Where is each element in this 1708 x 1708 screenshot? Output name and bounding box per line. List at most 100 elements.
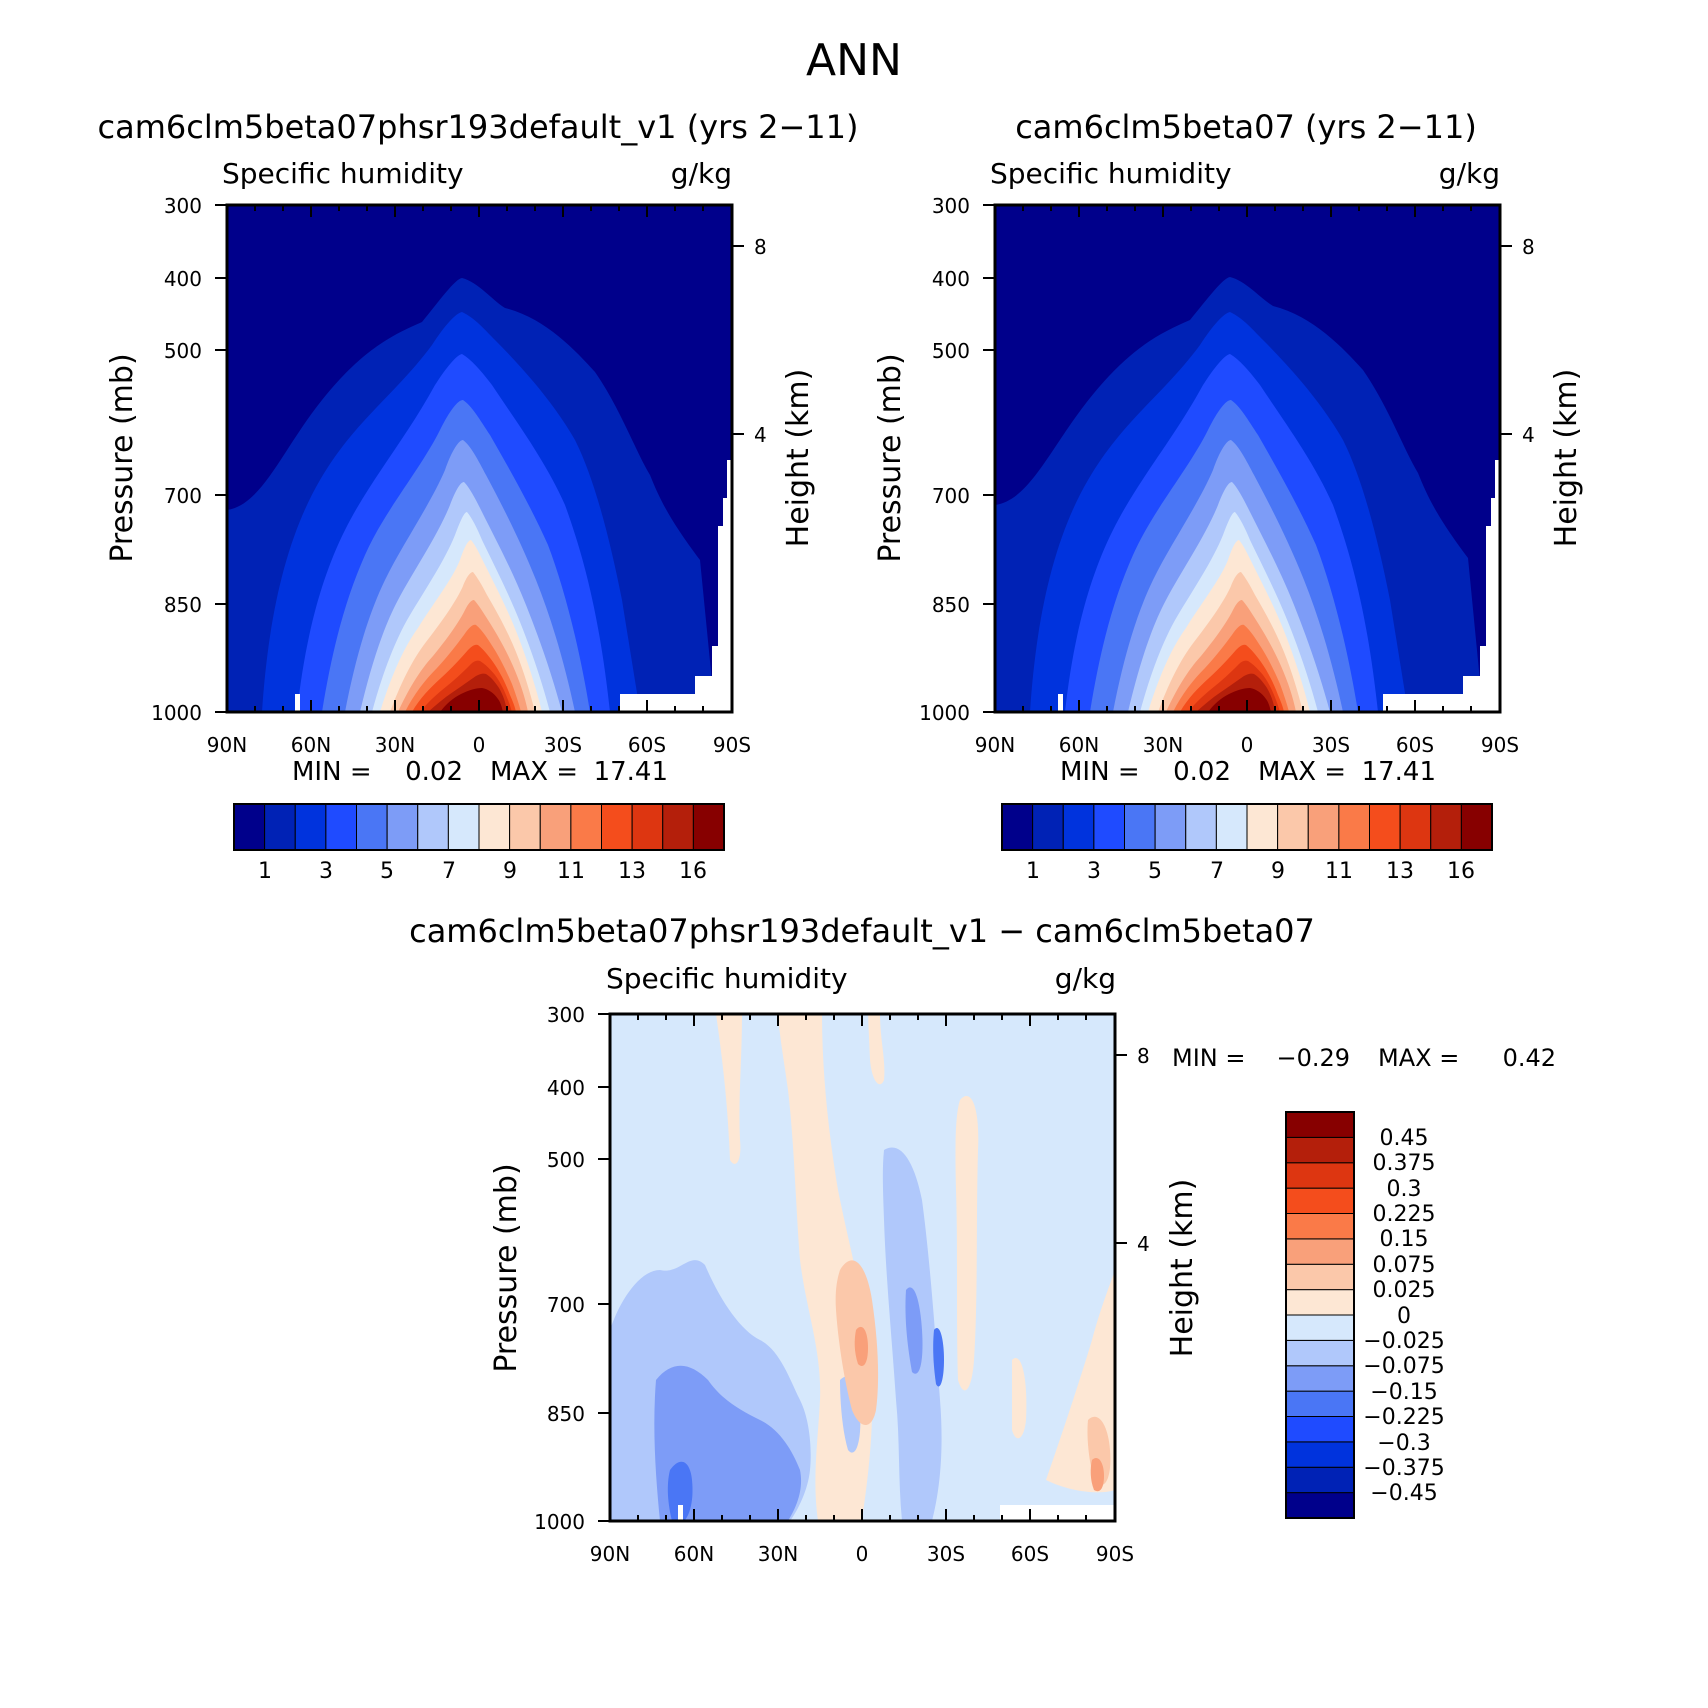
panel-1-y-right-tick-label: 8 <box>754 235 767 259</box>
panel-3-title: cam6clm5beta07phsr193default_v1 − cam6cl… <box>409 912 1315 950</box>
panel-2-colorbar-swatches <box>1001 803 1493 851</box>
panel-3-x-tick-label: 60N <box>674 1542 714 1566</box>
panel-1-colorbar-swatch <box>386 803 419 851</box>
panel-1-variable-label: Specific humidity <box>222 157 464 190</box>
panel-2-y-tick-label: 1000 <box>919 701 970 725</box>
panel-3-y-right-tick-labels: 8 4 <box>1137 1044 1150 1256</box>
panel-3-y-tick-label: 700 <box>547 1293 585 1317</box>
panel-2-x-tick-label: 90N <box>975 733 1015 757</box>
panel-2-colorbar-label: 5 <box>1148 859 1162 884</box>
panel-3-max-label: MAX = <box>1378 1044 1459 1072</box>
panel-1-missing-region-north <box>295 694 300 712</box>
panel-1-colorbar-label: 13 <box>618 859 646 884</box>
panel-3-colorbar-swatch <box>1285 1390 1355 1417</box>
panel-1-x-axis-ticks <box>226 205 733 712</box>
panel-2-colorbar-label: 7 <box>1210 859 1224 884</box>
panel-2: cam6clm5beta07 (yrs 2−11) Specific humid… <box>873 108 1584 884</box>
panel-2-y-right-axis-label: Height (km) <box>1549 369 1584 548</box>
panel-3-colorbar-label: −0.45 <box>1370 1481 1437 1506</box>
panel-3-colorbar-label: 0.225 <box>1373 1202 1436 1227</box>
panel-2-x-axis-ticks <box>994 205 1501 712</box>
panel-1-colorbar-swatch <box>356 803 388 851</box>
panel-2-colorbar-label: 13 <box>1386 859 1414 884</box>
panel-1-colorbar-swatches <box>233 803 725 851</box>
panel-1-x-tick-label: 90S <box>713 733 751 757</box>
panel-3-colorbar-swatch <box>1285 1136 1355 1164</box>
panel-2-y-tick-label: 300 <box>932 194 970 218</box>
panel-1-colorbar-swatch <box>570 803 602 851</box>
panel-3-colorbar-swatch <box>1285 1162 1355 1189</box>
panel-2-missing-region-north <box>1058 694 1063 712</box>
panel-2-x-tick-label: 60N <box>1059 733 1099 757</box>
panel-1-colorbar-labels: 1 3 5 7 9 11 13 16 <box>258 859 707 884</box>
panel-3-y-tick-label: 300 <box>547 1003 585 1027</box>
panel-1-x-tick-label: 90N <box>207 733 247 757</box>
panel-3-y-axis-ticks <box>598 1013 1127 1522</box>
panel-3-colorbar-swatch <box>1285 1314 1355 1341</box>
panel-1-colorbar-swatch <box>601 803 633 851</box>
panel-1-y-tick-label: 1000 <box>151 701 202 725</box>
panel-1-missing-region-south <box>620 460 732 712</box>
panel-3-x-tick-label: 60S <box>1011 1542 1049 1566</box>
panel-3-colorbar-labels: 0.45 0.375 0.3 0.225 0.15 0.075 0.025 0 … <box>1363 1126 1444 1506</box>
panel-1-colorbar-swatch <box>539 803 572 851</box>
panel-3-colorbar-label: −0.225 <box>1363 1405 1444 1430</box>
panel-3-variable-label: Specific humidity <box>606 962 848 995</box>
panel-3-x-tick-label: 30N <box>758 1542 798 1566</box>
panel-2-y-tick-label: 500 <box>932 339 970 363</box>
panel-3-y-tick-label: 500 <box>547 1148 585 1172</box>
panel-1-y-tick-labels: 300 400 500 700 850 1000 <box>151 194 202 725</box>
panel-3-colorbar-swatch <box>1285 1441 1355 1468</box>
panel-1-colorbar-swatch <box>325 803 357 851</box>
panel-3-x-tick-label: 0 <box>856 1542 869 1566</box>
panel-2-y-axis-ticks <box>983 204 1512 713</box>
panel-2-colorbar-swatch <box>1154 803 1187 851</box>
panel-3-colorbar-swatch <box>1285 1339 1355 1367</box>
panel-1-max-value: 17.41 <box>594 757 668 787</box>
panel-1-colorbar-frame <box>233 803 725 851</box>
panel-3-max-value: 0.42 <box>1503 1044 1556 1072</box>
panel-1-y-tick-label: 400 <box>164 267 202 291</box>
panel-3-y-right-axis-label: Height (km) <box>1165 1179 1200 1358</box>
panel-3-y-axis-label: Pressure (mb) <box>489 1163 524 1372</box>
panel-3-contour-positive-small-5 <box>1012 1358 1027 1439</box>
panel-1-colorbar-swatch <box>509 803 541 851</box>
panel-3-colorbar-label: 0.375 <box>1373 1151 1436 1176</box>
panel-1-x-tick-label: 30S <box>544 733 582 757</box>
panel-3-y-tick-labels: 300 400 500 700 850 1000 <box>534 1003 585 1534</box>
panel-1-min-label: MIN = <box>292 757 372 787</box>
panel-1-y-tick-label: 500 <box>164 339 202 363</box>
panel-3-contour-negative-strong-1 <box>667 1461 693 1521</box>
panel-3-x-tick-label: 90N <box>590 1542 630 1566</box>
panel-3-x-tick-labels: 90N 60N 30N 0 30S 60S 90S <box>590 1542 1134 1566</box>
panel-3-contour-negative-strong-2 <box>933 1328 944 1387</box>
panel-1-title: cam6clm5beta07phsr193default_v1 (yrs 2−1… <box>98 108 859 146</box>
panel-3-colorbar: 0.45 0.375 0.3 0.225 0.15 0.075 0.025 0 … <box>1285 1111 1445 1519</box>
panel-1-colorbar-label: 5 <box>380 859 394 884</box>
panel-1-x-tick-label: 60S <box>628 733 666 757</box>
figure-title: ANN <box>806 35 902 86</box>
panel-3-colorbar-swatch <box>1285 1466 1355 1494</box>
panel-1-colorbar-label: 7 <box>442 859 456 884</box>
panel-1-plot-area <box>225 203 734 714</box>
panel-2-colorbar-swatch <box>1093 803 1125 851</box>
panel-2-y-tick-labels: 300 400 500 700 850 1000 <box>919 194 970 725</box>
panel-2-max-value: 17.41 <box>1362 757 1436 787</box>
panel-2-y-tick-label: 850 <box>932 593 970 617</box>
panel-1-colorbar-swatch <box>294 803 327 851</box>
panel-3-colorbar-label: 0.15 <box>1380 1227 1429 1252</box>
panel-1-x-tick-label: 30N <box>375 733 415 757</box>
panel-3-stats: MIN = −0.29 MAX = 0.42 <box>1172 1044 1556 1072</box>
panel-3-min-label: MIN = <box>1172 1044 1245 1072</box>
panel-3-colorbar-label: 0.45 <box>1380 1126 1429 1151</box>
panel-2-colorbar-swatch <box>1032 803 1064 851</box>
panel-2-colorbar-swatch <box>1185 803 1217 851</box>
panel-2-x-tick-labels: 90N 60N 30N 0 30S 60S 90S <box>975 733 1519 757</box>
panel-2-y-right-tick-label: 8 <box>1522 235 1535 259</box>
panel-2-colorbar-swatch <box>1460 803 1493 851</box>
panel-3-colorbar-label: −0.075 <box>1363 1354 1444 1379</box>
panel-1-y-right-tick-labels: 8 4 <box>754 235 767 447</box>
panel-3-colorbar-label: −0.3 <box>1377 1431 1430 1456</box>
panel-2-y-axis-label: Pressure (mb) <box>873 353 908 562</box>
